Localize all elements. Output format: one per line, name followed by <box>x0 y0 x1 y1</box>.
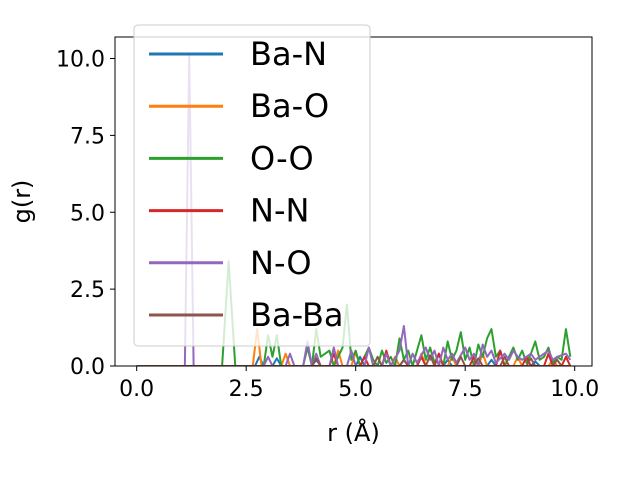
legend-label-n-n: N-N <box>250 192 309 230</box>
y-axis-label: g(r) <box>8 180 36 224</box>
legend-label-ba-o: Ba-O <box>250 87 329 125</box>
series-line-n-n <box>136 349 572 366</box>
x-tick-label: 0.0 <box>119 377 154 402</box>
x-tick-label: 5.0 <box>338 377 373 402</box>
y-tick-label: 5.0 <box>70 201 105 226</box>
legend-label-ba-n: Ba-N <box>250 35 327 73</box>
legend-label-n-o: N-O <box>250 244 312 282</box>
x-axis: 0.0 2.5 5.0 7.5 10.0 <box>119 366 599 402</box>
x-tick-label: 2.5 <box>229 377 264 402</box>
y-tick-label: 0.0 <box>70 355 105 380</box>
x-tick-label: 7.5 <box>448 377 483 402</box>
series-layer <box>136 54 572 366</box>
y-tick-label: 2.5 <box>70 278 105 303</box>
x-axis-label: r (Å) <box>327 418 380 447</box>
series-line-n-o <box>136 54 572 366</box>
legend-label-ba-ba: Ba-Ba <box>250 296 344 334</box>
y-tick-label: 7.5 <box>70 124 105 149</box>
x-tick-label: 10.0 <box>550 377 599 402</box>
y-axis: 0.0 2.5 5.0 7.5 10.0 <box>56 48 115 380</box>
series-line-ba-ba <box>136 354 571 366</box>
legend-label-o-o: O-O <box>250 139 314 177</box>
legend: Ba-N Ba-O O-O N-N N-O Ba-Ba <box>133 24 371 347</box>
y-tick-label: 10.0 <box>56 48 105 73</box>
